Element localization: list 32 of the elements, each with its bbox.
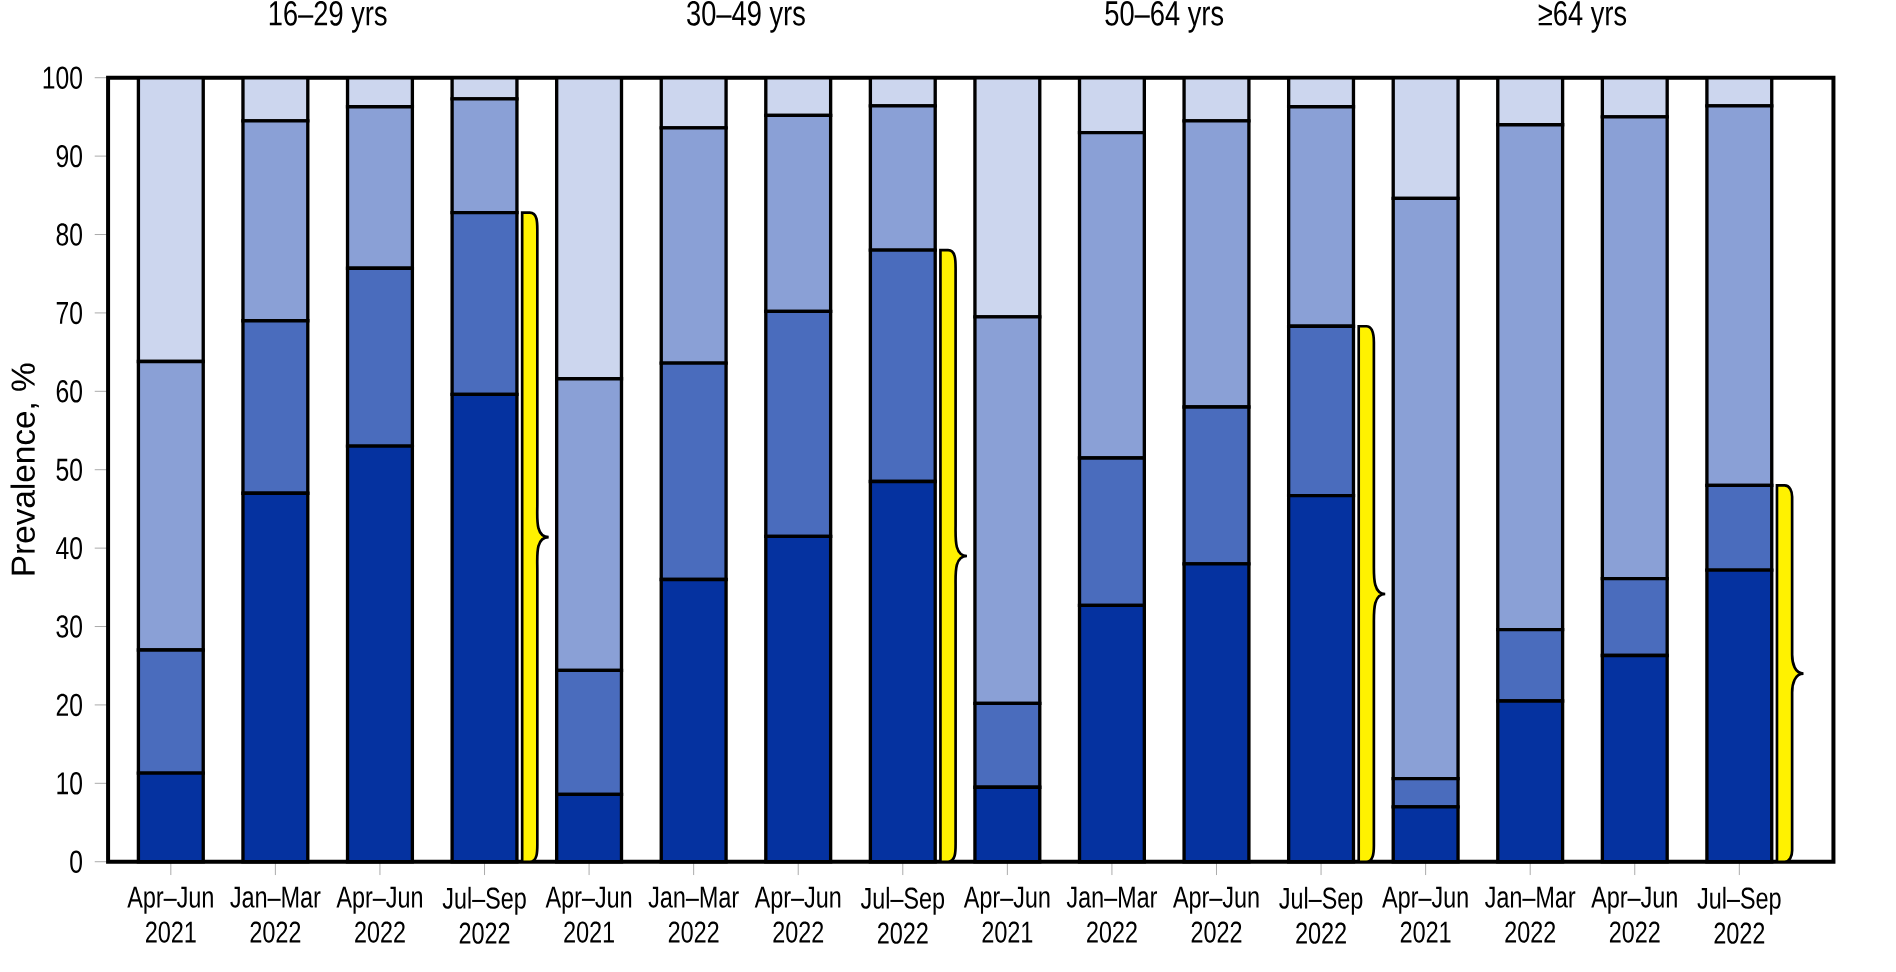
x-tick-label: Jan–Mar 2022: [648, 886, 739, 943]
y-tick-label: 20: [56, 693, 82, 717]
x-tick-label: Jan–Mar 2022: [1485, 886, 1576, 943]
text: 16–29 yrs: [269, 1, 387, 33]
y-tick-label: 100: [43, 66, 82, 90]
x-tick-label: Jul–Sep 2022: [1279, 886, 1363, 944]
x-tick-label: Jul–Sep 2022: [1697, 886, 1781, 944]
x-tick-label: Apr–Jun 2021: [1382, 886, 1468, 943]
x-tick-label: Apr–Jun 2022: [1172, 886, 1259, 943]
y-tick-label: 90: [56, 145, 82, 168]
x-tick-label: Apr–Jun 2022: [1591, 886, 1677, 943]
x-tick-label: Jan–Mar 2022: [1066, 886, 1158, 943]
text: 50–64 yrs: [1105, 1, 1224, 33]
x-tick-label: Apr–Jun 2021: [545, 886, 632, 943]
x-tick-label: Jul–Sep 2022: [860, 886, 945, 944]
x-tick-label: Apr–Jun 2022: [754, 886, 841, 943]
x-tick-label: Jul–Sep 2022: [442, 886, 526, 944]
x-tick-label: Apr–Jun 2021: [963, 886, 1050, 943]
y-tick-label: 60: [56, 380, 82, 403]
text: ≥64 yrs: [1538, 1, 1627, 33]
y-tick-label: 80: [56, 223, 82, 246]
y-tick-label: 50: [56, 458, 82, 482]
x-tick-label: Jan–Mar 2022: [230, 886, 321, 943]
x-tick-label: Apr–Jun 2021: [127, 886, 213, 943]
y-tick-label: 10: [57, 772, 82, 795]
text: 30–49 yrs: [687, 1, 805, 33]
y-tick-label: 40: [56, 537, 82, 560]
y-axis-title: Prevalence, %: [10, 363, 39, 575]
y-tick-label: 70: [56, 301, 82, 325]
y-tick-label: 30: [56, 615, 82, 638]
x-tick-label: Apr–Jun 2022: [336, 886, 422, 943]
y-tick-label: 0: [70, 850, 82, 874]
